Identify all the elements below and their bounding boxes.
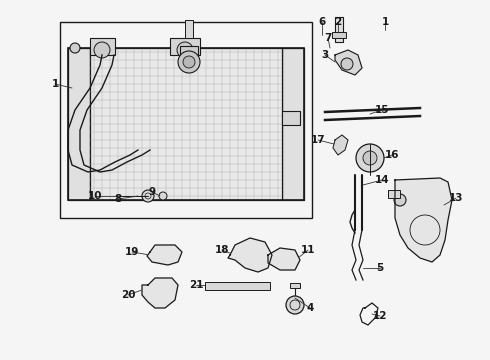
Bar [335, 17, 343, 42]
Text: 8: 8 [114, 194, 122, 204]
Text: 3: 3 [321, 50, 329, 60]
Text: 17: 17 [311, 135, 325, 145]
Text: 21: 21 [189, 280, 203, 290]
Text: 20: 20 [121, 290, 135, 300]
Bar [68, 48, 90, 200]
Bar [170, 38, 200, 55]
Circle shape [177, 42, 193, 58]
Text: 16: 16 [385, 150, 399, 160]
Bar [290, 283, 300, 288]
Polygon shape [268, 248, 300, 270]
Text: 14: 14 [375, 175, 390, 185]
Circle shape [70, 43, 80, 53]
Circle shape [363, 151, 377, 165]
Bar [68, 48, 304, 200]
Bar [90, 48, 282, 200]
Circle shape [356, 144, 384, 172]
Circle shape [286, 296, 304, 314]
Text: 1: 1 [381, 17, 389, 27]
Polygon shape [147, 245, 182, 265]
Text: 11: 11 [301, 245, 315, 255]
Text: 10: 10 [88, 191, 102, 201]
Circle shape [159, 192, 167, 200]
Polygon shape [142, 278, 178, 308]
Polygon shape [335, 50, 362, 75]
Circle shape [142, 190, 154, 202]
Text: 2: 2 [334, 17, 342, 27]
Bar [205, 282, 270, 290]
Polygon shape [228, 238, 272, 272]
Text: 7: 7 [324, 33, 332, 43]
Text: 9: 9 [148, 187, 155, 197]
Text: 5: 5 [376, 263, 384, 273]
Text: 19: 19 [125, 247, 139, 257]
Text: 12: 12 [373, 311, 387, 321]
Bar [282, 48, 304, 200]
Bar [282, 111, 300, 125]
Bar [332, 32, 346, 38]
Circle shape [394, 194, 406, 206]
Bar [60, 22, 312, 218]
Text: 4: 4 [306, 303, 314, 313]
Circle shape [94, 42, 110, 58]
Text: 15: 15 [375, 105, 389, 115]
Polygon shape [395, 178, 452, 262]
Text: 6: 6 [318, 17, 326, 27]
Circle shape [178, 51, 200, 73]
Text: 13: 13 [449, 193, 463, 203]
Circle shape [183, 56, 195, 68]
Text: 1: 1 [51, 79, 59, 89]
Bar [185, 20, 193, 38]
Bar [388, 190, 400, 198]
Text: 18: 18 [215, 245, 229, 255]
Polygon shape [333, 135, 348, 155]
Bar [90, 38, 115, 55]
Bar [180, 46, 198, 56]
Circle shape [341, 58, 353, 70]
